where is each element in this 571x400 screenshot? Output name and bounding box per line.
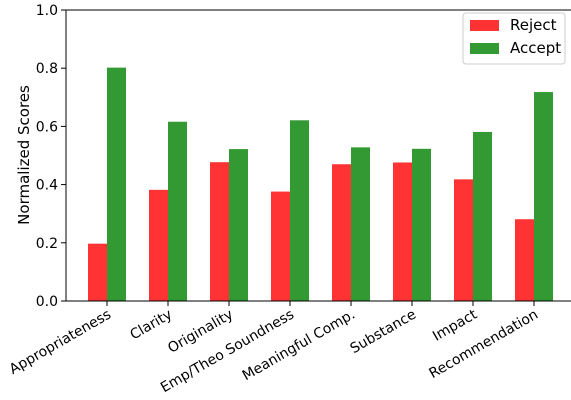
- bar-reject-3: [271, 191, 290, 301]
- bar-accept-3: [290, 120, 309, 301]
- x-ticks-group: Appropriateness ClarityOriginalityEmp/The…: [7, 301, 541, 396]
- bars-group: [88, 67, 553, 301]
- bar-accept-0: [107, 67, 126, 301]
- x-tick-label: Substance: [348, 307, 419, 357]
- legend-swatch-accept: [470, 43, 499, 54]
- y-tick-label: 1.0: [36, 3, 58, 19]
- y-tick-label: 0.0: [36, 294, 58, 310]
- y-ticks-group: 0.0 0.2 0.4 0.6 0.8 1.0: [36, 3, 66, 310]
- bar-reject-1: [149, 189, 168, 301]
- bar-accept-5: [412, 148, 431, 301]
- bar-accept-7: [534, 92, 553, 301]
- y-tick-label: 0.4: [36, 178, 58, 194]
- legend: Reject Accept: [462, 12, 566, 65]
- y-tick-label: 0.6: [36, 119, 58, 135]
- bar-reject-6: [454, 179, 473, 301]
- bar-accept-6: [473, 131, 492, 301]
- y-tick-label: 0.2: [36, 236, 58, 252]
- x-tick-label: Impact: [430, 306, 480, 344]
- x-tick-label: Clarity: [127, 307, 175, 344]
- bar-accept-4: [351, 147, 370, 301]
- bar-reject-0: [88, 243, 107, 301]
- legend-label-accept: Accept: [510, 39, 561, 57]
- x-tick-label: Meaningful Comp.: [240, 307, 358, 384]
- bar-reject-2: [210, 162, 229, 301]
- axes-group: [65, 9, 571, 302]
- y-tick-label: 0.8: [36, 61, 58, 77]
- bar-reject-4: [332, 164, 351, 301]
- legend-swatch-reject: [470, 20, 499, 31]
- bar-accept-1: [168, 121, 187, 301]
- legend-label-reject: Reject: [510, 16, 557, 34]
- bar-reject-7: [515, 219, 534, 301]
- x-tick-label: Recommendation: [426, 307, 541, 382]
- bar-reject-5: [393, 162, 412, 301]
- y-axis-label: Normalized Scores: [15, 85, 33, 225]
- bar-accept-2: [229, 149, 248, 301]
- x-tick-label: Appropriateness: [7, 307, 114, 378]
